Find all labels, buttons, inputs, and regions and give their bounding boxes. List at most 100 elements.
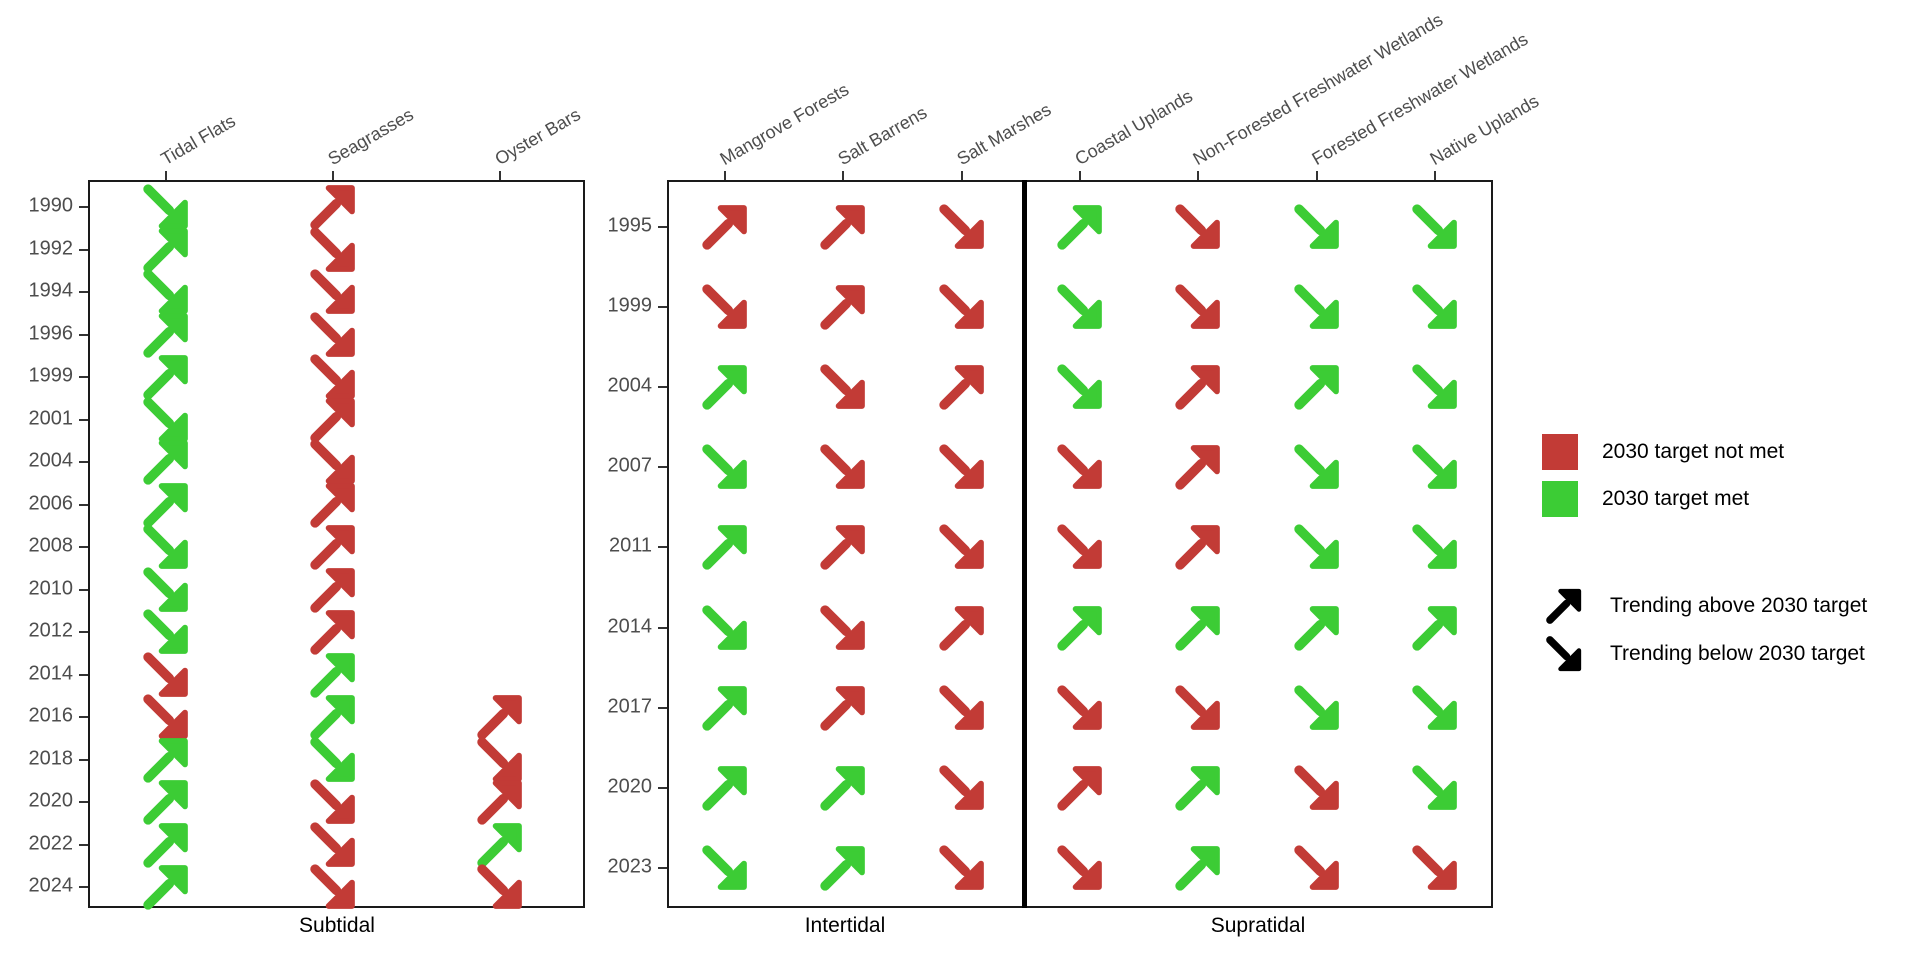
trend-cell-seagrasses-2006: [305, 477, 361, 533]
legend-spacer: [1542, 522, 1867, 582]
year-tick: [79, 418, 88, 421]
trend-cell-oyster-bars-2022: [472, 817, 528, 873]
trend-cell-mangrove-forests-1995: [697, 199, 753, 255]
year-tick: [658, 466, 667, 468]
arrow-down-right-icon: [143, 396, 188, 442]
year-tick: [658, 226, 667, 228]
arrow-down-right-icon: [143, 566, 188, 612]
arrow-down-right-icon: [310, 226, 355, 272]
trend-cell-forested-freshwater-wetlands-2020: [1289, 760, 1345, 816]
trend-cell-forested-freshwater-wetlands-2023: [1289, 840, 1345, 896]
trend-cell-mangrove-forests-2007: [697, 439, 753, 495]
arrow-down-right-icon: [939, 524, 984, 569]
arrow-up-right-icon: [939, 365, 984, 410]
year-label-2004: 2004: [607, 374, 653, 397]
arrow-down-right-icon: [143, 184, 188, 229]
trend-cell-salt-marshes-2004: [934, 359, 990, 415]
trend-cell-salt-marshes-1995: [934, 199, 990, 255]
year-label-2024: 2024: [28, 874, 74, 897]
trend-cell-seagrasses-2008: [305, 519, 361, 575]
trend-cell-native-uplands-2004: [1407, 359, 1463, 415]
trend-cell-non-forested-freshwater-wetlands-2007: [1170, 439, 1226, 495]
arrow-up-right-icon: [143, 355, 188, 400]
column-tick: [961, 171, 963, 180]
trend-cell-salt-marshes-2020: [934, 760, 990, 816]
column-header-forested-freshwater-wetlands: Forested Freshwater Wetlands: [1308, 28, 1532, 170]
trend-cell-tidal-flats-2012: [138, 604, 194, 660]
arrow-up-right-icon: [310, 695, 355, 740]
year-tick: [79, 801, 88, 803]
arrow-down-right-icon: [310, 779, 355, 824]
trend-cell-salt-barrens-1999: [815, 279, 871, 335]
column-tick: [1079, 171, 1081, 180]
arrow-up-right-icon: [1175, 846, 1220, 891]
arrow-down-right-icon: [310, 269, 355, 314]
arrow-up-right-icon: [310, 525, 355, 570]
arrow-down-right-icon: [939, 685, 984, 730]
arrow-down-right-icon: [477, 864, 522, 909]
trend-cell-coastal-uplands-1999: [1052, 279, 1108, 335]
arrow-down-right-icon: [1175, 685, 1220, 730]
trend-cell-tidal-flats-2018: [138, 732, 194, 788]
trend-cell-salt-barrens-2011: [815, 519, 871, 575]
year-label-2023: 2023: [607, 855, 653, 878]
year-label-2006: 2006: [28, 492, 74, 515]
trend-cell-forested-freshwater-wetlands-2007: [1289, 439, 1345, 495]
year-label-2010: 2010: [28, 577, 74, 600]
arrow-down-right-icon: [1294, 444, 1339, 489]
arrow-up-right-icon: [820, 766, 865, 811]
trend-cell-oyster-bars-2024: [472, 859, 528, 915]
arrow-down-right-icon: [477, 736, 522, 782]
arrow-up-right-icon: [143, 865, 188, 910]
arrow-down-right-icon: [1057, 364, 1102, 409]
arrow-down-right-icon: [1412, 845, 1457, 890]
arrow-up-right-icon: [820, 205, 865, 250]
arrow-down-right-icon: [939, 444, 984, 489]
arrow-down-right-icon: [702, 284, 747, 329]
arrow-up-right-icon: [820, 846, 865, 891]
year-label-2007: 2007: [607, 454, 653, 477]
column-header-seagrasses: Seagrasses: [324, 104, 417, 170]
axis-group-label-supratidal: Supratidal: [1210, 914, 1306, 937]
column-tick: [1434, 171, 1436, 180]
trend-cell-non-forested-freshwater-wetlands-2023: [1170, 840, 1226, 896]
arrow-down-right-icon: [1057, 284, 1102, 329]
arrow-down-right-icon: [939, 845, 984, 890]
trend-cell-mangrove-forests-2004: [697, 359, 753, 415]
legend-item-not-met: 2030 target not met: [1542, 428, 1867, 475]
year-label-1992: 1992: [28, 237, 74, 260]
trend-cell-forested-freshwater-wetlands-1999: [1289, 279, 1345, 335]
column-header-salt-barrens: Salt Barrens: [834, 102, 931, 170]
trend-cell-mangrove-forests-2011: [697, 519, 753, 575]
arrow-up-right-icon: [1412, 606, 1457, 651]
trend-cell-forested-freshwater-wetlands-2017: [1289, 680, 1345, 736]
year-tick: [79, 248, 88, 251]
arrow-down-right-icon: [143, 694, 188, 739]
year-tick: [79, 376, 88, 378]
arrow-up-right-icon: [310, 482, 355, 528]
trend-cell-salt-barrens-2020: [815, 760, 871, 816]
trend-cell-native-uplands-2011: [1407, 519, 1463, 575]
arrow-down-right-icon: [1412, 685, 1457, 730]
column-tick: [499, 171, 501, 180]
arrow-up-right-icon: [143, 440, 188, 485]
year-tick: [79, 588, 88, 591]
legend-label-not-met: 2030 target not met: [1602, 439, 1785, 463]
arrow-down-right-icon: [310, 736, 355, 782]
arrow-down-right-icon: [1294, 204, 1339, 249]
trend-cell-forested-freshwater-wetlands-2014: [1289, 600, 1345, 656]
legend-item-trend-above: Trending above 2030 target: [1542, 582, 1867, 630]
trend-cell-tidal-flats-1992: [138, 222, 194, 278]
arrow-down-right-icon: [939, 765, 984, 810]
trend-cell-seagrasses-2014: [305, 647, 361, 703]
arrow-up-right-icon: [1057, 606, 1102, 651]
arrow-down-right-icon: [820, 444, 865, 489]
arrow-up-right-icon: [1546, 588, 1582, 624]
year-tick: [79, 333, 88, 336]
trend-cell-tidal-flats-1999: [138, 349, 194, 405]
arrow-up-right-icon: [310, 185, 355, 230]
arrow-down-right-icon: [1057, 444, 1102, 489]
trend-cell-non-forested-freshwater-wetlands-2014: [1170, 600, 1226, 656]
trend-cell-coastal-uplands-2011: [1052, 519, 1108, 575]
